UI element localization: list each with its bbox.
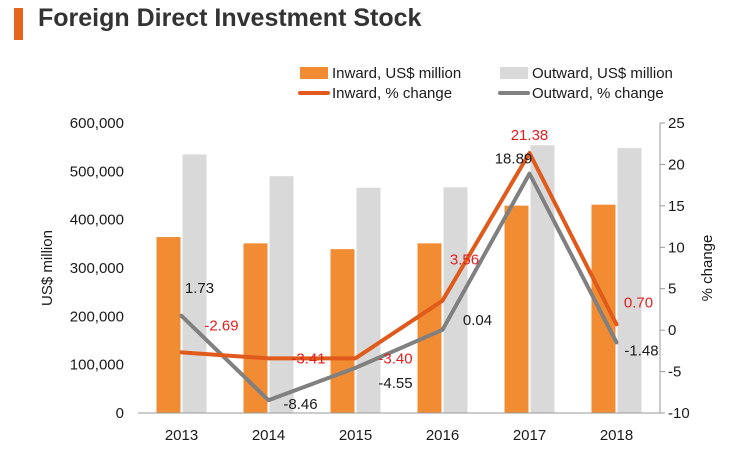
right-tick-label: 0 [668, 322, 676, 339]
legend-label-2: Inward, % change [332, 85, 452, 102]
inward-bar-2017 [504, 205, 529, 413]
x-tick-label: 2013 [165, 427, 198, 444]
inward-bar-2015 [330, 249, 355, 413]
title-accent-bar [14, 8, 23, 40]
inward-bar-2013 [156, 237, 181, 413]
outward-bar-2016 [443, 187, 468, 413]
x-tick-label: 2016 [426, 427, 459, 444]
x-tick-label: 2017 [513, 427, 546, 444]
right-tick-label: -10 [668, 405, 690, 422]
x-tick-label: 2018 [600, 427, 633, 444]
outward-data-label: -8.46 [283, 396, 317, 413]
inward-data-label: 3.56 [450, 252, 479, 269]
y2-axis-title: % change [699, 235, 716, 302]
inward-bar-2014 [243, 243, 268, 413]
outward-change-line [179, 171, 619, 403]
x-tick-label: 2014 [252, 427, 285, 444]
left-tick-label: 200,000 [70, 308, 124, 325]
right-tick-label: 25 [668, 115, 685, 132]
inward-data-label: 21.38 [511, 127, 549, 144]
right-tick-label: 20 [668, 156, 685, 173]
outward-bar-2014 [269, 176, 294, 413]
outward-data-label: 1.73 [185, 280, 214, 297]
left-tick-label: 300,000 [70, 260, 124, 277]
legend-label-0: Inward, US$ million [332, 65, 461, 82]
left-tick-label: 0 [116, 405, 124, 422]
right-tick-label: 15 [668, 198, 685, 215]
outward-bar-2015 [356, 187, 381, 413]
outward-bar-2013 [182, 154, 207, 413]
right-tick-label: -5 [668, 364, 681, 381]
right-tick-label: 5 [668, 281, 676, 298]
left-tick-label: 400,000 [70, 212, 124, 229]
outward-data-label: 0.04 [463, 312, 492, 329]
inward-data-label: -3.40 [378, 350, 412, 367]
outward-bar-2017 [530, 145, 555, 413]
outward-data-label: -4.55 [378, 375, 412, 392]
legend-label-3: Outward, % change [532, 85, 664, 102]
x-tick-label: 2015 [339, 427, 372, 444]
left-tick-label: 100,000 [70, 357, 124, 374]
inward-data-label: -3.41 [291, 350, 325, 367]
outward-bar-2018 [617, 148, 642, 413]
y-axis-title: US$ million [39, 230, 56, 306]
legend-swatch-1 [500, 67, 528, 79]
outward-data-label: -1.48 [624, 342, 658, 359]
left-tick-label: 600,000 [70, 115, 124, 132]
outward-data-label: 18.89 [495, 151, 533, 168]
legend-swatch-0 [300, 67, 328, 79]
inward-data-label: -2.69 [204, 317, 238, 334]
left-tick-label: 500,000 [70, 163, 124, 180]
inward-data-label: 0.70 [624, 294, 653, 311]
right-tick-label: 10 [668, 239, 685, 256]
inward-change-line [179, 150, 619, 361]
page-title: Foreign Direct Investment Stock [38, 4, 422, 32]
inward-bar-2018 [591, 204, 616, 413]
legend-label-1: Outward, US$ million [532, 65, 673, 82]
inward-bar-2016 [417, 243, 442, 413]
